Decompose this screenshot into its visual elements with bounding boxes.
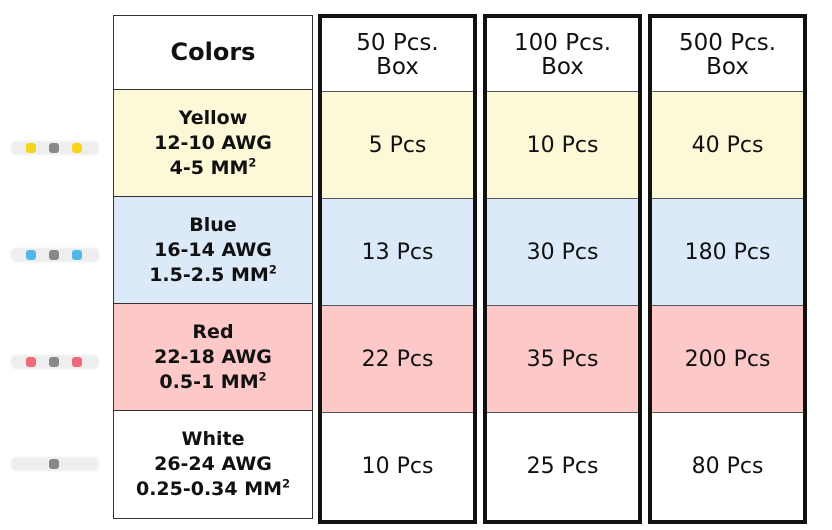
awg-range: 16-14 AWG bbox=[154, 238, 272, 261]
count-cell: 80 Pcs bbox=[652, 413, 803, 520]
awg-range: 12-10 AWG bbox=[154, 131, 272, 154]
count-cell: 10 Pcs bbox=[487, 92, 638, 199]
box-50-header: 50 Pcs. Box bbox=[322, 18, 473, 92]
color-cell-blue: Blue 16-14 AWG 1.5-2.5 MM2 bbox=[114, 197, 312, 304]
color-cell-yellow: Yellow 12-10 AWG 4-5 MM2 bbox=[114, 90, 312, 197]
color-name: Blue bbox=[189, 213, 237, 236]
count-cell: 35 Pcs bbox=[487, 306, 638, 413]
count-cell: 5 Pcs bbox=[322, 92, 473, 199]
colors-column: Colors Yellow 12-10 AWG 4-5 MM2 Blue 16-14 A… bbox=[113, 15, 313, 519]
colors-header: Colors bbox=[114, 16, 312, 90]
box-100-column: 100 Pcs. Box 10 Pcs 30 Pcs 35 Pcs 25 Pcs bbox=[483, 14, 642, 524]
count-cell: 22 Pcs bbox=[322, 306, 473, 413]
count-cell: 30 Pcs bbox=[487, 199, 638, 306]
color-cell-red: Red 22-18 AWG 0.5-1 MM2 bbox=[114, 304, 312, 411]
count-cell: 25 Pcs bbox=[487, 413, 638, 520]
color-name: Yellow bbox=[178, 106, 248, 129]
awg-range: 26-24 AWG bbox=[154, 453, 272, 475]
color-cell-white: White 26-24 AWG 0.25-0.34 MM2 bbox=[114, 411, 312, 518]
connector-blue-image bbox=[12, 249, 98, 261]
color-name: Red bbox=[192, 320, 234, 343]
box-500-column: 500 Pcs. Box 40 Pcs 180 Pcs 200 Pcs 80 Pcs bbox=[648, 14, 807, 524]
box-100-header: 100 Pcs. Box bbox=[487, 18, 638, 92]
awg-range: 22-18 AWG bbox=[154, 345, 272, 368]
mm-range: 0.5-1 MM2 bbox=[159, 369, 267, 393]
count-cell: 10 Pcs bbox=[322, 413, 473, 520]
count-cell: 40 Pcs bbox=[652, 92, 803, 199]
box-500-header: 500 Pcs. Box bbox=[652, 18, 803, 92]
box-50-column: 50 Pcs. Box 5 Pcs 13 Pcs 22 Pcs 10 Pcs bbox=[318, 14, 477, 524]
connector-yellow-image bbox=[12, 142, 98, 154]
connector-red-image bbox=[12, 356, 98, 368]
count-cell: 200 Pcs bbox=[652, 306, 803, 413]
mm-range: 0.25-0.34 MM2 bbox=[135, 476, 290, 500]
mm-range: 4-5 MM2 bbox=[169, 155, 257, 179]
mm-range: 1.5-2.5 MM2 bbox=[149, 262, 277, 286]
count-cell: 180 Pcs bbox=[652, 199, 803, 306]
color-name: White bbox=[181, 428, 245, 450]
count-cell: 13 Pcs bbox=[322, 199, 473, 306]
connector-white-image bbox=[12, 458, 98, 470]
